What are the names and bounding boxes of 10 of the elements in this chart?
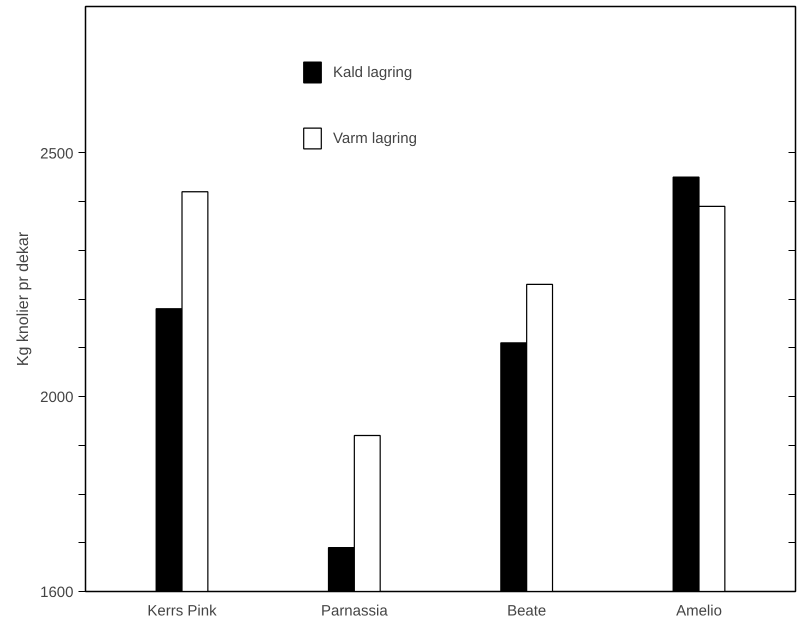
x-tick-label: Beate xyxy=(507,602,546,620)
x-tick-label: Amelio xyxy=(676,602,722,620)
y-tick-label: 1600 xyxy=(40,584,74,601)
y-axis-title: Kg knolier pr dekar xyxy=(15,231,32,366)
x-tick-label: Kerrs Pink xyxy=(147,602,218,620)
legend-label: Varm lagring xyxy=(333,130,417,146)
y-tick-label: 2000 xyxy=(40,389,74,406)
y-tick-label: 2500 xyxy=(40,145,74,162)
x-tick-label: Parnassia xyxy=(320,602,388,620)
legend-label: Kald lagring xyxy=(333,64,412,80)
